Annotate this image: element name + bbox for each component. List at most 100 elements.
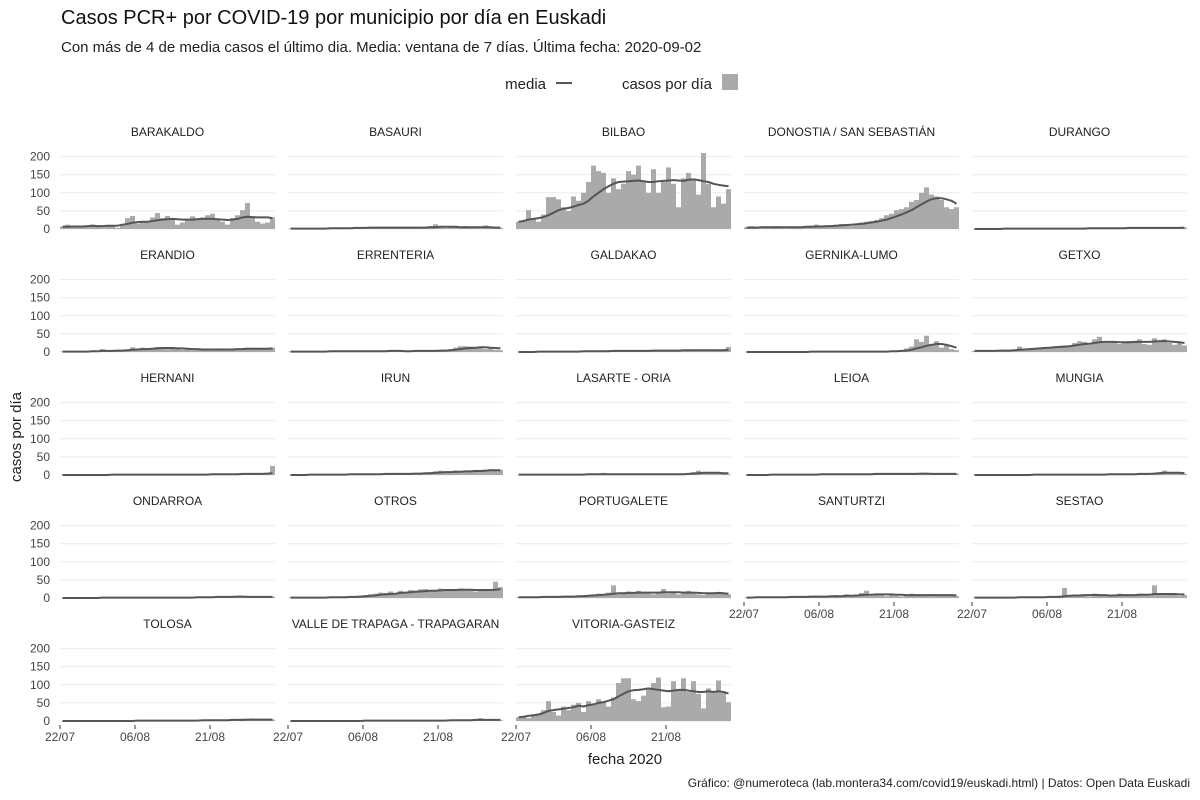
y-tick-label: 100 — [30, 678, 50, 692]
bar — [1112, 341, 1117, 352]
mean-line — [290, 225, 501, 230]
bar — [1072, 596, 1077, 598]
bar — [1062, 587, 1067, 598]
bar — [636, 165, 641, 229]
bar — [909, 201, 914, 229]
bar — [581, 192, 586, 229]
bar — [1167, 472, 1172, 475]
bar — [1102, 595, 1107, 598]
bar — [1042, 348, 1047, 352]
bar — [701, 153, 706, 229]
bar — [726, 702, 731, 721]
bar — [1182, 473, 1187, 475]
bar — [696, 693, 701, 721]
bar — [651, 683, 656, 721]
bar — [215, 219, 220, 229]
bar — [824, 226, 829, 229]
panel-title: DONOSTIA / SAN SEBASTIÁN — [768, 124, 935, 139]
bar — [616, 594, 621, 598]
bar — [1107, 596, 1112, 598]
bar — [1067, 596, 1072, 598]
bar — [844, 225, 849, 229]
bar — [561, 706, 566, 721]
bar — [1082, 341, 1087, 352]
bar — [631, 699, 636, 721]
bar — [403, 592, 408, 598]
bar — [423, 588, 428, 598]
bar — [596, 699, 601, 721]
panel-valle-de-trapaga-trapagaran: VALLE DE TRAPAGA - TRAPAGARAN 22/07 06/08 2… — [273, 617, 503, 744]
panel-title: OTROS — [374, 494, 417, 508]
y-tick-label: 200 — [30, 396, 50, 410]
bar — [676, 690, 681, 721]
bar — [899, 209, 904, 229]
bar — [726, 346, 731, 352]
panel-title: IRUN — [381, 371, 410, 385]
bar — [438, 588, 443, 598]
bar — [924, 595, 929, 598]
bar — [889, 594, 894, 598]
bar — [601, 701, 606, 721]
bar — [1122, 342, 1127, 352]
mean-line — [518, 687, 729, 719]
bar — [914, 595, 919, 598]
bar — [443, 471, 448, 475]
bar — [1147, 595, 1152, 598]
y-tick-label: 100 — [30, 432, 50, 446]
bar — [225, 349, 230, 352]
bar — [493, 349, 498, 352]
panel-leioa: LEIOA — [744, 371, 959, 476]
bar — [616, 683, 621, 721]
bar — [521, 221, 526, 229]
x-tick-label: 06/08 — [120, 730, 150, 744]
bar — [849, 226, 854, 229]
bar — [1122, 595, 1127, 598]
bar — [488, 469, 493, 475]
mean-line — [518, 178, 729, 223]
bar — [1127, 595, 1132, 598]
panel-errenteria: ERRENTERIA — [288, 248, 503, 353]
bar — [929, 194, 934, 229]
y-tick-label: 150 — [30, 660, 50, 674]
bar — [250, 216, 255, 229]
bar — [716, 472, 721, 475]
bar — [666, 167, 671, 229]
y-tick-label: 0 — [43, 345, 50, 359]
bar — [566, 710, 571, 721]
bar — [869, 595, 874, 598]
legend: media casos por día — [505, 74, 738, 93]
y-tick-label: 0 — [43, 714, 50, 728]
bar — [1137, 339, 1142, 352]
bar — [949, 349, 954, 352]
bar — [1022, 350, 1027, 352]
bar — [939, 594, 944, 598]
bar — [631, 592, 636, 598]
bar — [180, 349, 185, 352]
bar — [521, 716, 526, 721]
bar — [1067, 346, 1072, 352]
bar — [706, 688, 711, 721]
bar — [85, 226, 90, 229]
bar — [716, 592, 721, 598]
bar — [180, 222, 185, 229]
bar — [516, 221, 521, 229]
bar — [1082, 595, 1087, 598]
bar — [904, 207, 909, 229]
bar — [1012, 350, 1017, 352]
bar — [566, 210, 571, 229]
y-tick-label: 100 — [30, 555, 50, 569]
panel-title: BARAKALDO — [131, 125, 204, 139]
bar — [711, 207, 716, 229]
bar — [949, 595, 954, 598]
x-tick-label: 06/08 — [804, 607, 834, 621]
bar — [661, 588, 666, 598]
y-tick-label: 0 — [43, 468, 50, 482]
bar — [230, 349, 235, 352]
bar — [120, 223, 125, 229]
bar — [1077, 595, 1082, 598]
bar — [666, 593, 671, 598]
y-tick-label: 150 — [30, 537, 50, 551]
bar — [611, 585, 616, 598]
bar — [1032, 349, 1037, 352]
bar — [170, 218, 175, 229]
